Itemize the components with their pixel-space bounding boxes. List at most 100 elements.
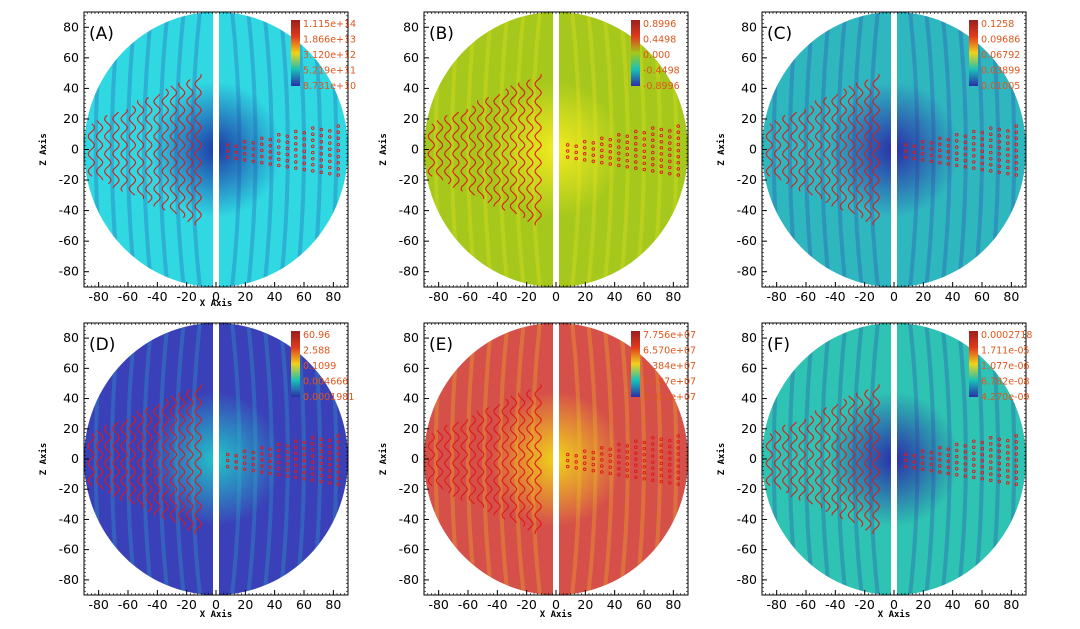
panel-label: (D) bbox=[89, 335, 115, 355]
x-tick-label: -80 bbox=[88, 597, 108, 612]
contour-line bbox=[855, 392, 864, 527]
contour-line bbox=[112, 421, 120, 498]
y-tick-label: 60 bbox=[63, 360, 79, 375]
contour-loop bbox=[946, 465, 951, 470]
contour-loop bbox=[268, 453, 273, 457]
contour-loop bbox=[946, 471, 951, 476]
contour-loop bbox=[634, 129, 638, 134]
contour-loop bbox=[676, 440, 681, 444]
contour-loop bbox=[251, 456, 256, 461]
contour-line bbox=[517, 392, 526, 527]
contour-loop bbox=[311, 460, 315, 464]
field-band bbox=[246, 323, 258, 595]
contour-loop bbox=[617, 448, 621, 453]
contour-loop bbox=[319, 164, 324, 168]
x-tick-label: 60 bbox=[974, 289, 990, 304]
colorbar-label: 0.1099 bbox=[303, 361, 336, 372]
contour-loop bbox=[651, 472, 655, 476]
x-axis-title: X Axis bbox=[200, 609, 233, 620]
contour-loop bbox=[668, 475, 672, 479]
contour-loop bbox=[989, 442, 993, 446]
x-tick-label: 0 bbox=[890, 597, 898, 612]
contour-loop bbox=[912, 144, 916, 149]
contour-line bbox=[534, 384, 542, 535]
x-tick-label: -20 bbox=[854, 597, 874, 612]
contour-loop bbox=[938, 470, 942, 474]
contour-line bbox=[87, 123, 96, 177]
contour-loop bbox=[294, 457, 298, 462]
contour-loop bbox=[277, 133, 281, 137]
contour-loop bbox=[929, 456, 934, 461]
x-tick-label: 0 bbox=[212, 289, 220, 304]
contour-loop bbox=[972, 129, 976, 134]
contour-loop bbox=[989, 150, 993, 155]
contour-loop bbox=[989, 126, 993, 130]
contour-loop bbox=[336, 464, 341, 468]
contour-loop bbox=[1006, 481, 1010, 485]
field-band bbox=[570, 323, 582, 595]
contour-loop bbox=[625, 140, 630, 145]
contour-loop bbox=[642, 155, 647, 160]
contour-lines bbox=[87, 384, 341, 535]
contour-loop bbox=[955, 448, 959, 453]
contour-line bbox=[526, 389, 534, 531]
contour-loop bbox=[251, 153, 256, 157]
contour-loop bbox=[285, 152, 290, 157]
contour-loop bbox=[938, 446, 942, 450]
contour-loop bbox=[651, 436, 655, 440]
y-tick-label: -60 bbox=[59, 542, 79, 557]
contour-loop bbox=[319, 146, 324, 150]
colorbar bbox=[291, 331, 300, 397]
contour-loop bbox=[1006, 129, 1010, 133]
field-band bbox=[908, 12, 920, 287]
contour-line bbox=[144, 407, 153, 513]
contour-loop bbox=[1006, 159, 1010, 164]
contour-loop bbox=[565, 458, 570, 463]
contour-loop bbox=[963, 165, 968, 169]
contour-loop bbox=[319, 437, 324, 441]
x-tick-label: 80 bbox=[665, 289, 681, 304]
y-tick-label: -20 bbox=[399, 172, 419, 187]
contour-loop bbox=[591, 450, 596, 455]
contour-loop bbox=[608, 465, 613, 470]
colorbar-label: 0.01005 bbox=[981, 81, 1020, 92]
y-tick-label: 80 bbox=[741, 330, 757, 345]
x-tick-label: 0 bbox=[552, 597, 560, 612]
contour-lines bbox=[427, 384, 681, 535]
y-tick-label: -80 bbox=[737, 572, 757, 587]
y-tick-label: 40 bbox=[403, 391, 419, 406]
contour-loop bbox=[676, 142, 681, 147]
y-tick-label: -60 bbox=[399, 233, 419, 248]
panel-b: -80 -60 -40 -20 0 20 40 60 80 -80 -60 -40 -20 0 20 40 60… bbox=[378, 11, 689, 304]
contour-loop bbox=[225, 143, 230, 147]
contour-loop bbox=[903, 458, 908, 463]
x-tick-label: 20 bbox=[915, 597, 931, 612]
contour-loop bbox=[285, 450, 290, 454]
contour-loop bbox=[972, 475, 976, 480]
contour-loop bbox=[963, 468, 968, 472]
contour-loop bbox=[260, 148, 264, 153]
contour-loop bbox=[328, 456, 332, 461]
y-tick-label: -20 bbox=[737, 172, 757, 187]
contour-loop bbox=[668, 147, 672, 151]
contour-line bbox=[161, 88, 170, 211]
contour-loop bbox=[997, 170, 1002, 175]
contour-loop bbox=[651, 132, 655, 136]
contour-loop bbox=[294, 451, 298, 456]
contour-loop bbox=[311, 466, 315, 470]
contour-loop bbox=[903, 149, 908, 153]
contour-loop bbox=[676, 458, 681, 462]
contour-loop bbox=[234, 150, 238, 155]
contour-loop bbox=[980, 446, 985, 451]
contour-loop bbox=[989, 144, 993, 149]
contour-loop bbox=[980, 477, 985, 481]
contour-line bbox=[509, 395, 518, 524]
contour-loop bbox=[980, 143, 985, 147]
x-tick-label: -80 bbox=[428, 597, 448, 612]
contour-line bbox=[855, 82, 864, 219]
contour-loop bbox=[625, 462, 630, 466]
contour-loop bbox=[625, 456, 630, 460]
contour-loop bbox=[302, 155, 307, 160]
x-tick-label: 60 bbox=[296, 289, 312, 304]
y-tick-label: 20 bbox=[403, 111, 419, 126]
